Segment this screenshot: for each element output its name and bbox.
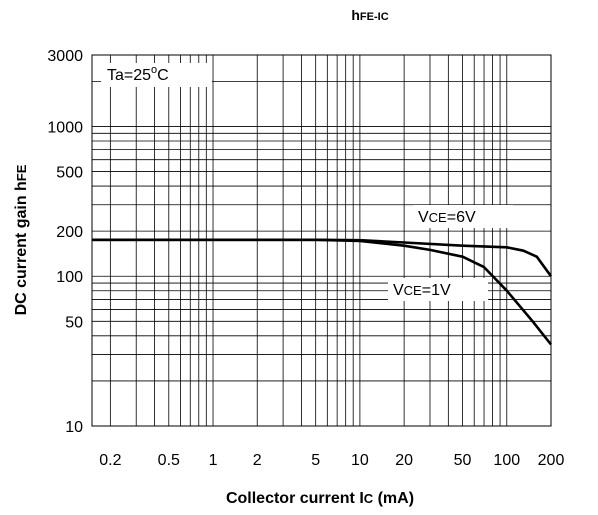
chart-title: hFE-IC bbox=[351, 7, 388, 23]
series-lines bbox=[92, 238, 553, 346]
x-tick-label: 20 bbox=[395, 452, 413, 469]
series-label-vce-6v-bg bbox=[413, 205, 513, 228]
x-tick-label: 10 bbox=[351, 452, 369, 469]
x-tick-label: 200 bbox=[538, 452, 565, 469]
y-tick-labels: 10 50 100 200 500 1000 3000 bbox=[47, 48, 83, 436]
series-label-vce-1v: VCE=1V bbox=[393, 282, 451, 299]
series-line-vce-6v bbox=[92, 238, 553, 277]
y-tick-label: 100 bbox=[56, 269, 83, 286]
y-tick-label: 50 bbox=[65, 314, 83, 331]
x-tick-label: 5 bbox=[311, 452, 320, 469]
temperature-annotation: Ta=25oC bbox=[107, 64, 169, 84]
series-label-vce-1v-bg bbox=[388, 278, 488, 301]
x-tick-label: 1 bbox=[209, 452, 218, 469]
series-label-vce-6v: VCE=6V bbox=[418, 209, 476, 226]
temperature-annotation-bg bbox=[101, 63, 212, 87]
x-tick-label: 0.5 bbox=[158, 452, 180, 469]
x-tick-label: 50 bbox=[454, 452, 472, 469]
plot-frame bbox=[91, 54, 552, 427]
y-tick-label: 500 bbox=[56, 165, 83, 182]
y-tick-label: 200 bbox=[56, 224, 83, 241]
x-tick-label: 0.2 bbox=[99, 452, 121, 469]
x-tick-labels: 0.2 0.5 1 2 5 10 20 50 100 200 bbox=[99, 452, 564, 469]
series-line-vce-1v bbox=[92, 238, 553, 346]
y-tick-label: 10 bbox=[65, 419, 83, 436]
x-axis-title: Collector current IC (mA) bbox=[226, 490, 414, 507]
x-tick-label: 2 bbox=[253, 452, 262, 469]
y-tick-label: 3000 bbox=[47, 48, 83, 65]
y-axis-title: DC current gain hFE bbox=[13, 164, 30, 315]
y-tick-label: 1000 bbox=[47, 119, 83, 136]
x-tick-label: 100 bbox=[493, 452, 520, 469]
